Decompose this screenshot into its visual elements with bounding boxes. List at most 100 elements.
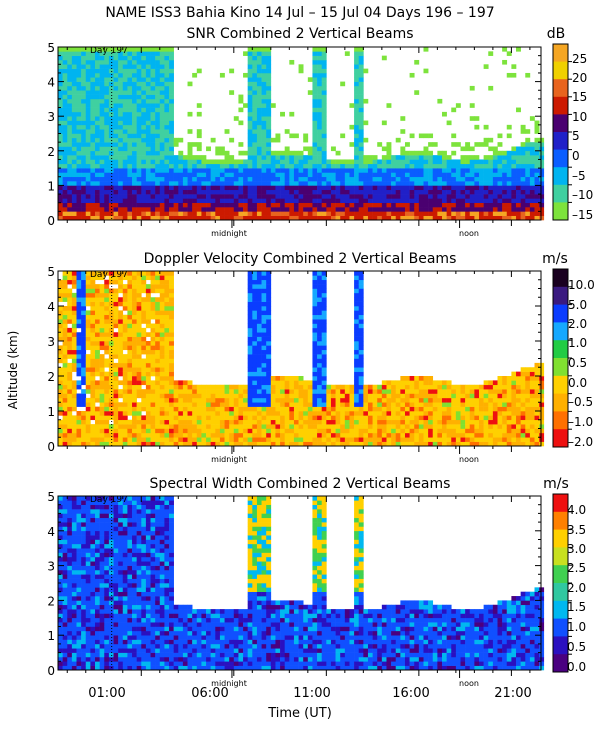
heatmap-cell xyxy=(118,354,124,359)
heatmap-cell xyxy=(252,314,258,320)
heatmap-cell xyxy=(95,120,100,126)
heatmap-cell xyxy=(164,94,170,100)
heatmap-cell xyxy=(95,90,100,95)
heatmap-cell xyxy=(76,194,82,199)
heatmap-cell xyxy=(534,202,540,208)
heatmap-cell xyxy=(155,111,161,117)
heatmap-cell xyxy=(99,402,105,407)
heatmap-cell xyxy=(224,441,230,447)
heatmap-cell xyxy=(206,202,211,208)
heatmap-cell xyxy=(164,215,170,221)
heatmap-cell xyxy=(150,207,156,212)
heatmap-cell xyxy=(159,98,165,104)
heatmap-cell xyxy=(293,181,299,186)
heatmap-cell xyxy=(252,51,258,56)
heatmap-cell xyxy=(270,437,276,442)
heatmap-cell xyxy=(349,432,355,438)
heatmap-cell xyxy=(108,354,114,359)
heatmap-cell xyxy=(169,341,174,346)
heatmap-cell xyxy=(506,194,512,199)
heatmap-cell xyxy=(132,292,137,298)
heatmap-cell xyxy=(469,155,475,160)
heatmap-cell xyxy=(326,215,332,221)
heatmap-cell xyxy=(261,424,267,429)
heatmap-cell xyxy=(363,168,369,173)
heatmap-cell xyxy=(344,441,350,447)
heatmap-cell xyxy=(386,424,392,429)
heatmap-cell xyxy=(386,406,392,412)
heatmap-cell xyxy=(418,211,424,216)
heatmap-cell xyxy=(280,424,285,429)
heatmap-cell xyxy=(400,194,406,199)
heatmap-cell xyxy=(252,341,258,346)
heatmap-cell xyxy=(243,103,248,108)
heatmap-cell xyxy=(317,397,323,403)
heatmap-cell xyxy=(247,323,253,329)
heatmap-cell xyxy=(58,207,63,212)
heatmap-cell xyxy=(539,159,545,165)
heatmap-cell xyxy=(150,94,156,100)
heatmap-cell xyxy=(141,341,147,346)
heatmap-cell xyxy=(196,194,202,199)
heatmap-cell xyxy=(502,47,508,52)
heatmap-cell xyxy=(261,406,267,412)
heatmap-cell xyxy=(150,314,156,320)
heatmap-cell xyxy=(243,189,248,195)
heatmap-cell xyxy=(238,202,244,208)
heatmap-cell xyxy=(441,202,447,208)
heatmap-cell xyxy=(122,181,128,186)
heatmap-cell xyxy=(104,68,110,74)
heatmap-cell xyxy=(247,207,253,212)
heatmap-cell xyxy=(330,402,336,407)
heatmap-cell xyxy=(298,176,304,182)
heatmap-cell xyxy=(372,397,378,403)
heatmap-cell xyxy=(62,271,68,276)
heatmap-cell xyxy=(145,376,151,381)
heatmap-cell xyxy=(252,279,258,285)
heatmap-cell xyxy=(118,358,124,364)
heatmap-cell xyxy=(196,172,202,178)
heatmap-cell xyxy=(469,181,475,186)
heatmap-cell xyxy=(247,402,253,407)
heatmap-cell xyxy=(502,159,508,165)
heatmap-cell xyxy=(118,77,124,82)
heatmap-cell xyxy=(62,215,68,221)
heatmap-cell xyxy=(386,402,392,407)
heatmap-cell xyxy=(76,349,82,355)
heatmap-cell xyxy=(492,389,498,394)
heatmap-cell xyxy=(141,124,147,130)
heatmap-cell xyxy=(141,376,147,381)
heatmap-cell xyxy=(330,159,336,165)
heatmap-cell xyxy=(395,194,401,199)
heatmap-cell xyxy=(252,376,258,381)
heatmap-cell xyxy=(229,202,235,208)
heatmap-cell xyxy=(404,211,410,216)
heatmap-cell xyxy=(113,271,119,276)
heatmap-cell xyxy=(141,194,147,199)
heatmap-cell xyxy=(428,419,434,425)
heatmap-cell xyxy=(488,194,494,199)
heatmap-cell xyxy=(173,181,179,186)
heatmap-cell xyxy=(256,146,262,152)
heatmap-cell xyxy=(261,150,267,156)
heatmap-cell xyxy=(266,402,272,407)
heatmap-cell xyxy=(446,415,452,421)
heatmap-cell xyxy=(400,207,406,212)
heatmap-cell xyxy=(465,411,471,416)
heatmap-cell xyxy=(132,47,137,52)
heatmap-cell xyxy=(404,441,410,447)
heatmap-cell xyxy=(483,124,489,130)
heatmap-cell xyxy=(386,159,392,165)
heatmap-cell xyxy=(95,389,100,394)
heatmap-cell xyxy=(108,172,114,178)
heatmap-cell xyxy=(145,284,151,289)
heatmap-cell xyxy=(224,389,230,394)
heatmap-cell xyxy=(289,155,295,160)
heatmap-cell xyxy=(187,411,193,416)
heatmap-cell xyxy=(256,393,262,399)
heatmap-cell xyxy=(90,55,96,61)
heatmap-cell xyxy=(247,98,253,104)
heatmap-cell xyxy=(354,159,360,165)
heatmap-cell xyxy=(520,172,526,178)
heatmap-cell xyxy=(340,168,346,173)
